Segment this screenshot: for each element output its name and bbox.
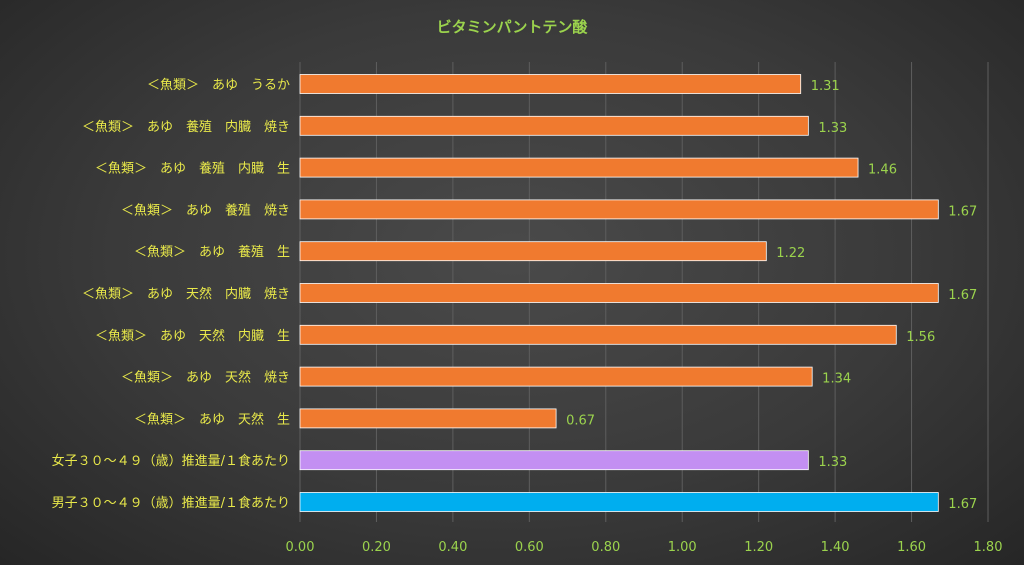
value-label: 1.33 (818, 121, 847, 136)
x-tick-label: 0.20 (362, 540, 391, 555)
value-label: 1.67 (948, 288, 977, 303)
bar (299, 324, 897, 345)
bar (299, 115, 809, 136)
x-tick-label: 1.60 (897, 540, 926, 555)
bar (299, 241, 767, 262)
category-label: ＜魚類＞ あゆ 養殖 焼き (121, 202, 290, 218)
category-label: 男子３０～４９（歳）推進量/１食あたり (52, 495, 290, 511)
category-label: 女子３０～４９（歳）推進量/１食あたり (52, 453, 290, 469)
chart-title: ビタミンパントテン酸 (437, 18, 589, 36)
value-label: 1.46 (868, 163, 897, 178)
x-tick-label: 0.80 (591, 540, 620, 555)
category-labels: ＜魚類＞ あゆ うるか ＜魚類＞ あゆ 養殖 内臓 焼き ＜魚類＞ あゆ 養殖 内臓… (52, 78, 290, 511)
value-label: 1.33 (818, 455, 847, 470)
category-label: ＜魚類＞ あゆ 天然 内臓 焼き (82, 286, 290, 302)
bar (299, 74, 802, 94)
x-tick-label: 0.40 (438, 540, 467, 555)
bar (299, 492, 939, 512)
value-label: 1.67 (948, 497, 977, 512)
x-tick-label: 1.20 (744, 540, 773, 555)
value-label: 1.67 (948, 204, 977, 219)
bars (299, 74, 939, 512)
x-tick-label: 1.80 (974, 540, 1003, 555)
bar (299, 366, 813, 387)
value-label: 1.22 (776, 246, 805, 261)
bar (299, 408, 557, 429)
value-label: 1.56 (906, 330, 935, 345)
x-tick-label: 1.40 (821, 540, 850, 555)
category-label: ＜魚類＞ あゆ 養殖 内臓 生 (95, 161, 290, 177)
x-tick-label: 0.60 (515, 540, 544, 555)
value-labels: 1.31 1.33 1.46 1.67 1.22 1.67 1.56 1.34 0.67 1.33… (566, 79, 977, 512)
x-tick-label: 1.00 (668, 540, 697, 555)
category-label: ＜魚類＞ あゆ 天然 焼き (121, 370, 290, 386)
x-tick-label: 0.00 (286, 540, 315, 555)
bar (299, 199, 939, 220)
bar (299, 283, 939, 303)
bar (299, 157, 859, 178)
category-label: ＜魚類＞ あゆ 養殖 内臓 焼き (82, 119, 290, 135)
value-label: 1.31 (811, 79, 840, 94)
category-label: ＜魚類＞ あゆ 天然 生 (134, 411, 290, 427)
category-label: ＜魚類＞ あゆ 天然 内臓 生 (95, 328, 290, 344)
bar (299, 450, 809, 471)
category-label: ＜魚類＞ あゆ うるか (147, 78, 290, 93)
category-label: ＜魚類＞ あゆ 養殖 生 (134, 244, 290, 260)
value-label: 1.34 (822, 372, 851, 387)
value-label: 0.67 (566, 413, 595, 428)
x-axis-ticks: 0.00 0.20 0.40 0.60 0.80 1.00 1.20 1.40 1.60 1.80 (286, 540, 1003, 555)
